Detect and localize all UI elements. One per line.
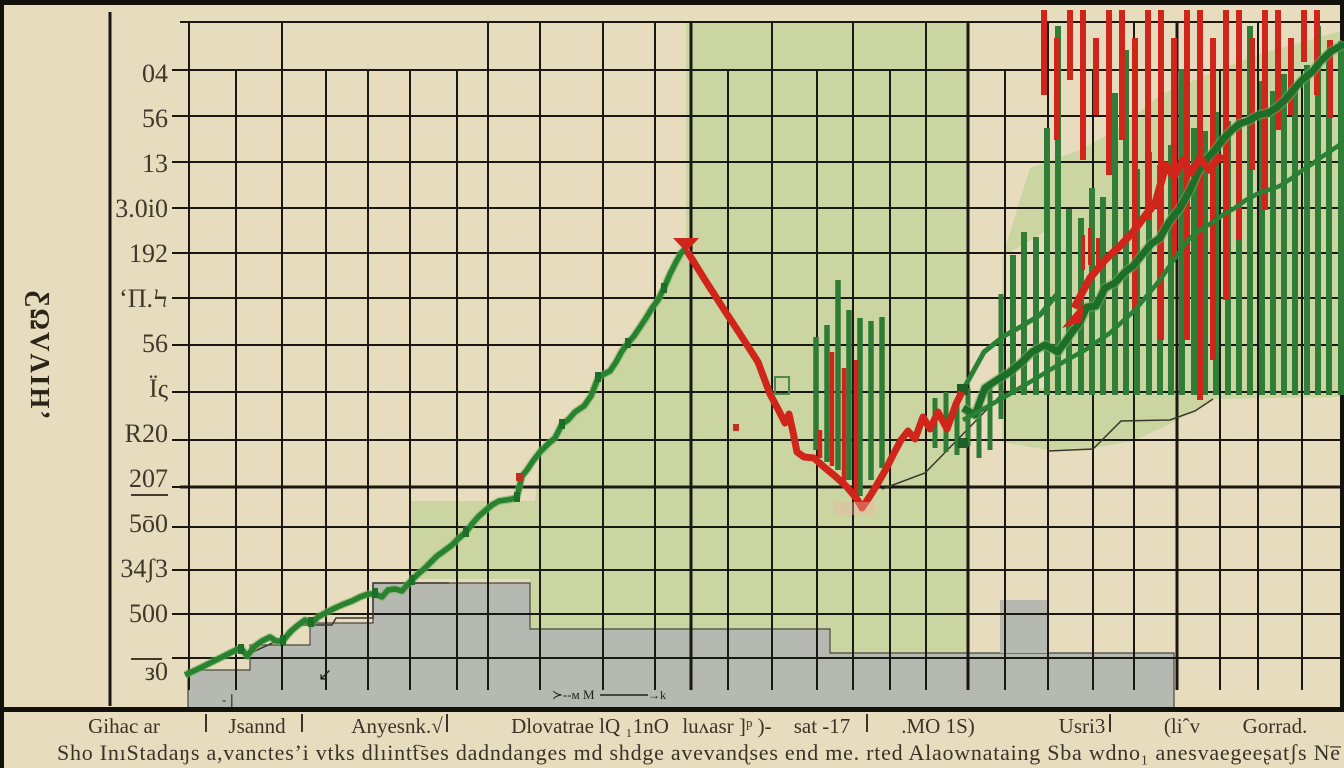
svg-text:‘Π.Ϟ: ‘Π.Ϟ: [119, 284, 168, 313]
svg-text:192: 192: [129, 239, 168, 268]
svg-text:Gorrad.: Gorrad.: [1243, 714, 1308, 738]
svg-text:56: 56: [142, 104, 168, 133]
svg-text:Gihac ar: Gihac ar: [88, 714, 160, 738]
svg-text:04: 04: [142, 59, 168, 88]
svg-text:R20: R20: [125, 419, 168, 448]
svg-text:13: 13: [142, 149, 168, 178]
svg-text:з0: з0: [145, 657, 168, 686]
svg-text:56: 56: [142, 329, 168, 358]
svg-text:34ʃ3: 34ʃ3: [120, 554, 168, 583]
svg-text:Anyesnk.√: Anyesnk.√: [351, 714, 443, 738]
svg-text:↙: ↙: [318, 665, 332, 684]
svg-text:-❘: -❘: [222, 692, 237, 708]
svg-text:Usri3: Usri3: [1059, 714, 1106, 738]
svg-text:3.0i0: 3.0i0: [115, 194, 168, 223]
svg-text:5ō0: 5ō0: [129, 509, 168, 538]
svg-text:Dlovatrae lQ ₁1nO: Dlovatrae lQ ₁1nO: [511, 714, 669, 738]
svg-text:Ϊς: Ϊς: [149, 374, 169, 403]
svg-text:≻--ᴍ M: ≻--ᴍ M: [552, 687, 595, 702]
svg-text:Sho InıStadaŋs a,vanctes’i vtk: Sho InıStadaŋs a,vanctes’i vtks dlıintt҇…: [57, 740, 1342, 765]
svg-text:(liˆv: (liˆv: [1164, 714, 1201, 738]
svg-text:ƸΩVΛIHʼ: ƸΩVΛIHʼ: [25, 291, 55, 422]
svg-text:sat -17: sat -17: [794, 714, 851, 738]
svg-text:207: 207: [129, 464, 168, 493]
svg-text:→k: →k: [648, 688, 666, 702]
svg-text:Jsannd: Jsannd: [228, 714, 286, 738]
svg-text:luʌasr ]ᵖ )-: luʌasr ]ᵖ )-: [682, 714, 771, 738]
svg-text:500: 500: [129, 599, 168, 628]
svg-text:.MO 1S): .MO 1S): [901, 714, 975, 738]
